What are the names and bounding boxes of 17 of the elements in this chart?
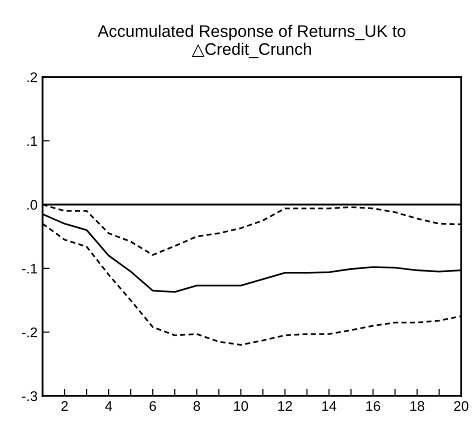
x-tick-label: 2 xyxy=(61,401,68,411)
y-tick-label: -.2 xyxy=(22,327,38,338)
chart-title: Accumulated Response of Returns_UK to △Credit_Crunch xyxy=(98,24,406,58)
x-tick-label: 18 xyxy=(410,401,424,411)
y-tick-label: .1 xyxy=(27,136,38,146)
y-tick-label: -.3 xyxy=(22,391,38,402)
x-tick-label: 10 xyxy=(234,401,248,411)
y-tick-label: -.1 xyxy=(22,264,38,274)
x-tick-label: 4 xyxy=(105,401,112,411)
x-tick-label: 12 xyxy=(278,401,292,411)
x-tick-label: 16 xyxy=(366,401,380,411)
y-tick-label: .2 xyxy=(27,72,38,82)
x-tick-label: 6 xyxy=(150,401,156,411)
x-tick-label: 14 xyxy=(322,401,336,411)
x-tick-label: 20 xyxy=(454,401,468,411)
y-tick-label: .0 xyxy=(27,200,38,210)
x-tick-label: 8 xyxy=(194,401,200,411)
